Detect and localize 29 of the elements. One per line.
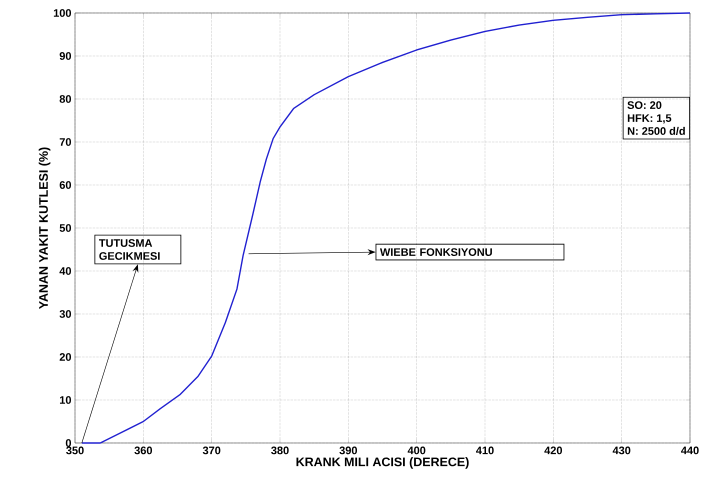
y-tick-label: 50 (60, 224, 72, 232)
x-tick-label: 430 (612, 446, 630, 454)
x-tick-label: 390 (339, 446, 358, 454)
annotation: N: 2500 d/d (628, 126, 685, 136)
x-tick-label: 400 (408, 446, 426, 454)
y-tick-label: 30 (60, 310, 72, 318)
y-tick-label: 10 (60, 396, 72, 404)
x-tick-label: 420 (544, 446, 562, 454)
x-tick-label: 440 (681, 446, 699, 454)
x-tick-label: 360 (134, 446, 152, 454)
annotation: SO: 20 (627, 101, 662, 110)
y-tick-label: 0 (66, 439, 72, 447)
x-tick-label: 370 (202, 446, 220, 454)
line-series (81, 12, 691, 444)
y-tick-label: 100 (54, 9, 72, 17)
y-tick-label: 90 (60, 52, 72, 60)
y-tick-label: 80 (60, 95, 72, 103)
annotation: WIEBE FONKSIYONU (380, 248, 492, 256)
x-tick-label: 380 (271, 446, 289, 454)
y-tick-label: 20 (60, 353, 72, 361)
y-tick-label: 60 (60, 181, 72, 189)
y-tick-label: 70 (60, 138, 72, 146)
y-axis-title: YANAN YAKIT KUTLESI (%) (38, 147, 50, 309)
annotation: HFK: 1,5 (628, 114, 672, 124)
x-tick-label: 410 (476, 446, 494, 454)
x-tick-label: 350 (66, 446, 84, 454)
annotation: TUTUSMA GECIKMESI (98, 239, 160, 260)
y-tick-label: 40 (59, 267, 72, 275)
x-axis-title: KRANK MILI ACISI (DERECE) (296, 457, 469, 469)
